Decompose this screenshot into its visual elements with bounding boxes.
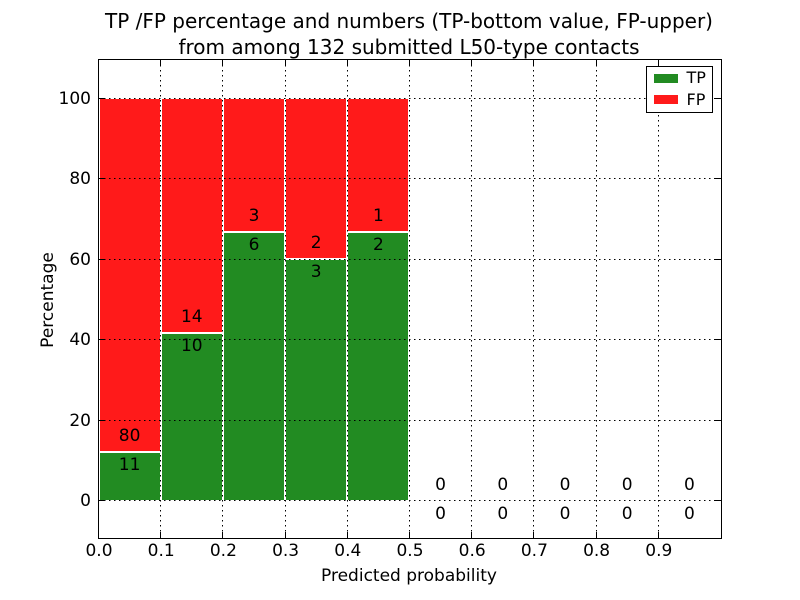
x-tick-label: 0.2: [209, 541, 237, 561]
x-tick-mark: [284, 531, 286, 538]
fp-bar-segment: [98, 98, 161, 452]
x-tick-mark: [222, 531, 224, 538]
x-tick-label: 0.7: [520, 541, 548, 561]
y-tick-label: 100: [58, 88, 91, 109]
y-tick-mark: [714, 500, 721, 501]
tp-bar-segment: [98, 451, 161, 501]
x-tick-mark: [284, 59, 286, 66]
tp-count-label: 0: [621, 503, 633, 524]
x-tick-mark: [98, 531, 99, 538]
tp-bar-segment: [160, 332, 223, 501]
y-tick-mark: [98, 178, 105, 180]
fp-count-label: 2: [310, 233, 322, 254]
tp-count-label: 11: [118, 454, 141, 475]
x-tick-mark: [657, 59, 659, 66]
x-tick-mark: [409, 59, 410, 66]
fp-count-label: 0: [559, 474, 571, 495]
fp-count-label: 14: [180, 306, 203, 327]
chart-title-line2: from among 132 submitted L50-type contac…: [178, 35, 640, 59]
y-tick-mark: [98, 339, 105, 341]
y-tick-mark: [98, 500, 105, 501]
fp-count-label: 80: [118, 425, 141, 446]
x-tick-label: 0.3: [272, 541, 300, 561]
tp-color-swatch: [653, 73, 678, 83]
x-tick-mark: [222, 59, 224, 66]
x-axis-label: Predicted probability: [321, 566, 497, 586]
legend-label-fp: FP: [686, 89, 706, 109]
tp-count-label: 0: [497, 503, 509, 524]
y-tick-mark: [98, 97, 105, 99]
tp-bar-segment: [222, 232, 286, 501]
plot-area: 80 11 14 10 3 6 2 3 1 2 0 0 0 0 0 0 0 0 0 0: [97, 58, 722, 539]
fp-bar-segment: [222, 98, 286, 233]
y-tick-label: 80: [69, 169, 91, 190]
x-tick-label: 0.0: [85, 541, 113, 561]
y-tick-label: 0: [80, 491, 91, 511]
x-tick-mark: [471, 531, 473, 538]
gridline-vertical: [657, 59, 659, 538]
tp-count-label: 2: [372, 235, 384, 256]
y-tick-mark: [714, 97, 721, 99]
x-tick-mark: [657, 531, 659, 538]
y-tick-mark: [714, 339, 721, 341]
fp-count-label: 0: [497, 474, 509, 495]
x-tick-mark: [409, 531, 410, 538]
x-tick-label: 0.4: [334, 541, 362, 561]
y-tick-label: 40: [69, 330, 91, 351]
legend-entry-fp: FP: [647, 89, 712, 109]
fp-count-label: 0: [683, 474, 695, 495]
tp-count-label: 0: [559, 503, 571, 524]
fp-bar-segment: [347, 98, 410, 233]
x-tick-mark: [346, 531, 348, 538]
tp-count-label: 3: [310, 262, 322, 283]
x-tick-mark: [98, 59, 99, 66]
gridline-vertical: [471, 59, 473, 538]
x-tick-label: 0.1: [147, 541, 175, 561]
y-tick-mark: [714, 419, 721, 421]
x-tick-mark: [471, 59, 473, 66]
legend: TP FP: [645, 65, 713, 113]
gridline-vertical: [160, 59, 162, 538]
x-tick-mark: [533, 59, 535, 66]
fp-color-swatch: [653, 95, 678, 105]
y-tick-mark: [714, 178, 721, 180]
tp-bar-segment: [347, 232, 410, 501]
fp-count-label: 1: [372, 206, 384, 227]
y-tick-label: 60: [69, 249, 91, 270]
tp-bar-segment: [285, 259, 348, 501]
y-tick-mark: [98, 258, 105, 260]
tp-count-label: 6: [248, 235, 260, 256]
x-tick-mark: [595, 59, 597, 66]
tp-count-label: 0: [435, 503, 447, 524]
x-tick-mark: [160, 531, 162, 538]
x-tick-mark: [160, 59, 162, 66]
fp-count-label: 0: [621, 474, 633, 495]
x-tick-mark: [346, 59, 348, 66]
x-tick-label: 0.5: [396, 541, 424, 561]
x-tick-mark: [595, 531, 597, 538]
chart-title: TP /FP percentage and numbers (TP-bottom…: [98, 8, 720, 60]
gridline-vertical: [222, 59, 224, 538]
x-tick-label: 0.9: [645, 541, 673, 561]
fp-count-label: 3: [248, 206, 260, 227]
tp-count-label: 0: [683, 503, 695, 524]
gridline-vertical: [409, 59, 410, 538]
x-tick-mark: [533, 531, 535, 538]
legend-label-tp: TP: [686, 68, 706, 88]
tp-count-label: 10: [180, 335, 203, 356]
x-tick-label: 0.8: [583, 541, 611, 561]
fp-count-label: 0: [435, 474, 447, 495]
gridline-vertical: [533, 59, 535, 538]
chart-title-line1: TP /FP percentage and numbers (TP-bottom…: [105, 9, 713, 33]
fp-bar-segment: [160, 98, 223, 333]
y-tick-mark: [714, 258, 721, 260]
x-tick-label: 0.6: [458, 541, 486, 561]
y-tick-label: 20: [69, 410, 91, 431]
gridline-vertical: [595, 59, 597, 538]
gridline-vertical: [284, 59, 286, 538]
gridline-vertical: [346, 59, 348, 538]
legend-entry-tp: TP: [647, 70, 712, 86]
y-tick-mark: [98, 419, 105, 421]
